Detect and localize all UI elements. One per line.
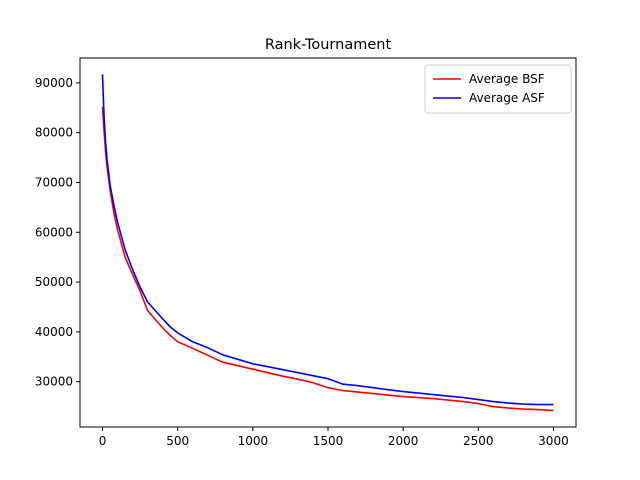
x-tick-label: 2000 <box>388 434 419 448</box>
chart-title: Rank-Tournament <box>265 37 392 53</box>
x-tick-label: 1500 <box>313 434 344 448</box>
series-line-2 <box>101 74 554 406</box>
series-line-1 <box>101 106 554 412</box>
legend-label-1: Average BSF <box>469 72 545 86</box>
x-tick-label: 1000 <box>238 434 269 448</box>
series-layer <box>101 74 554 412</box>
legend-frame <box>424 64 572 114</box>
legend: Average BSF Average ASF <box>424 64 572 114</box>
y-tick-label: 70000 <box>35 175 73 189</box>
y-tick-label: 90000 <box>35 76 73 90</box>
y-tick-label: 40000 <box>35 325 73 339</box>
x-tick-label: 500 <box>166 434 189 448</box>
y-tick-label: 60000 <box>35 225 73 239</box>
axes-layer: 0 500 1000 1500 2000 2500 3000 30000 40000 50000 6… <box>35 57 577 448</box>
y-tick-label: 50000 <box>35 275 73 289</box>
y-tick-label: 80000 <box>35 126 73 140</box>
y-tick-label: 30000 <box>35 375 73 389</box>
x-tick-label: 2500 <box>463 434 494 448</box>
x-tick-label: 0 <box>99 434 107 448</box>
legend-label-2: Average ASF <box>469 91 545 105</box>
x-tick-label: 3000 <box>538 434 569 448</box>
